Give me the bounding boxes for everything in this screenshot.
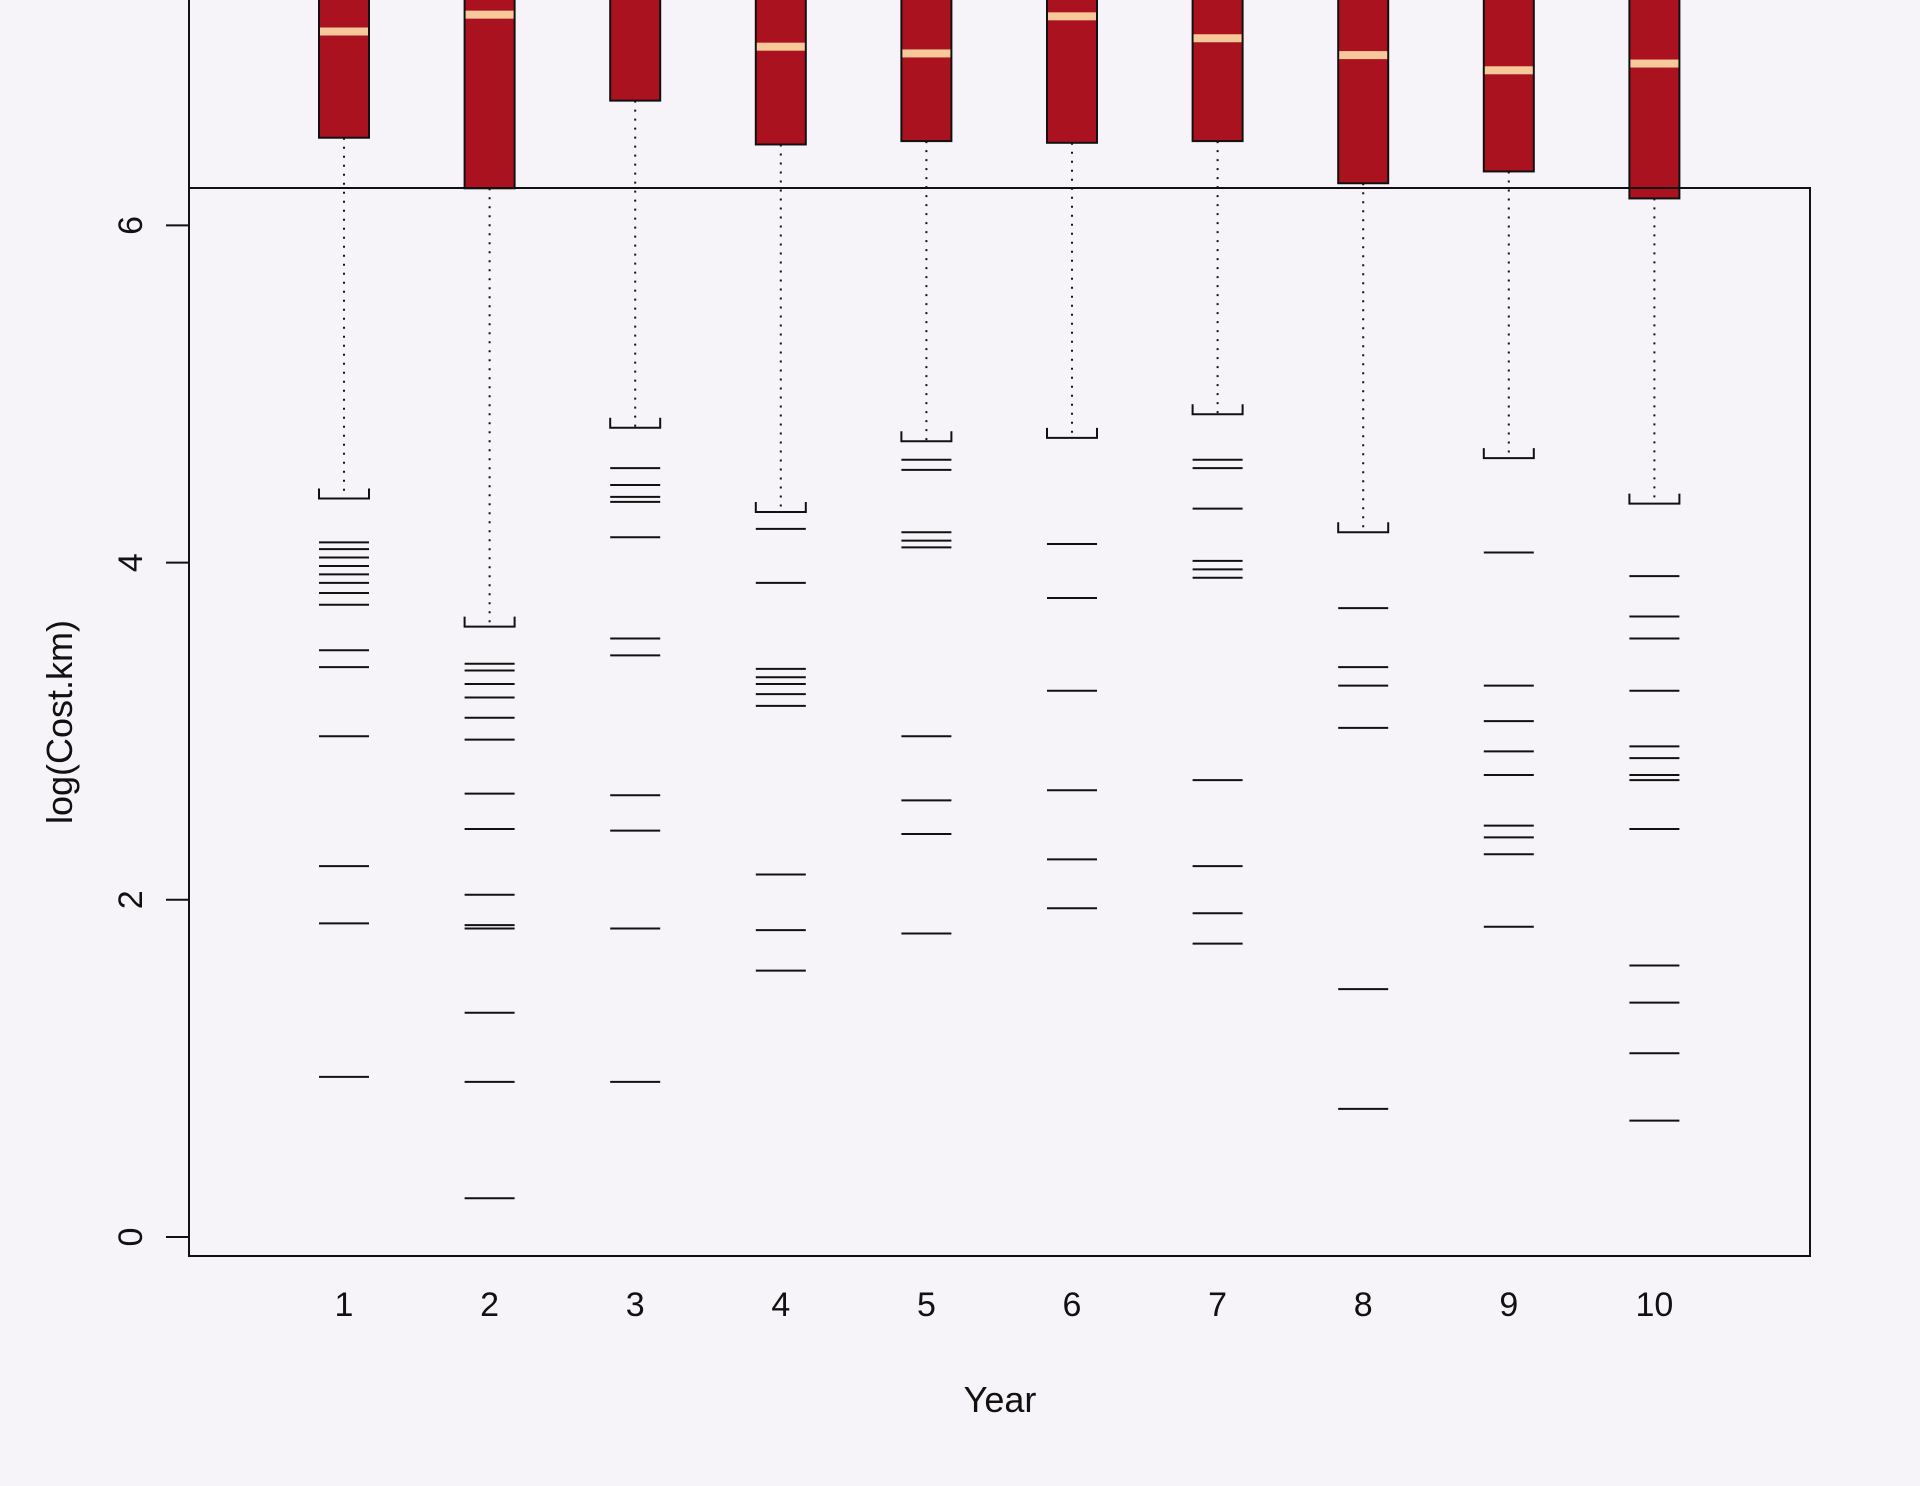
x-tick-label: 7 [1208,1286,1227,1324]
x-axis: 1 2 3 4 5 6 7 8 9 10 [335,1286,1674,1324]
median-line [1630,59,1679,68]
lower-whisker-cap [1628,493,1681,505]
lower-whisker-cap [1337,522,1390,534]
iqr-box [318,0,370,139]
median-line [1048,12,1096,21]
box-group-year-1 [318,0,370,1078]
median-line [756,42,805,51]
x-tick-label: 9 [1499,1286,1518,1324]
iqr-box [1046,0,1098,144]
iqr-box [463,0,516,190]
lower-whisker-cap [754,502,807,514]
box-group-year-9 [1482,0,1535,928]
median-line [1339,51,1388,60]
y-tick-label: 6 [112,216,150,235]
plot-marks [318,0,1681,1200]
median-line [465,10,514,19]
lower-whisker-cap [609,417,662,429]
y-tick-label: 2 [112,890,150,909]
median-line [1193,34,1242,43]
median-line [1484,66,1533,75]
x-tick-label: 3 [626,1286,645,1324]
lower-whisker-cap [318,488,370,500]
lower-whisker-cap [1191,404,1244,416]
x-tick-label: 5 [917,1286,936,1324]
x-tick-label: 8 [1354,1286,1373,1324]
y-axis-title: log(Cost.km) [39,620,80,824]
iqr-box [754,0,807,146]
iqr-box [900,0,953,143]
x-tick-label: 6 [1063,1286,1082,1324]
median-line [902,49,951,58]
box-group-year-5 [900,0,953,935]
lower-whisker-cap [463,616,516,628]
lower-whisker-cap [900,431,953,443]
x-tick-label: 1 [335,1286,354,1324]
iqr-box [1482,0,1535,173]
x-axis-title: Year [964,1379,1037,1420]
y-tick-label: 0 [112,1228,150,1247]
iqr-box [1191,0,1244,143]
iqr-box [1628,0,1681,200]
lower-whisker-cap [1482,448,1535,460]
median-line [320,27,368,36]
x-tick-label: 2 [480,1286,499,1324]
box-group-year-3 [609,0,662,1083]
box-group-year-4 [754,0,807,972]
iqr-box [1337,0,1390,185]
iqr-box [609,0,662,102]
y-tick-label: 4 [112,553,150,572]
box-group-year-7 [1191,0,1244,945]
lower-whisker-cap [1046,427,1098,439]
x-tick-label: 4 [771,1286,790,1324]
box-group-year-6 [1046,0,1098,910]
box-group-year-2 [463,0,516,1200]
box-group-year-10 [1628,0,1681,1122]
box-group-year-8 [1337,0,1390,1110]
y-axis: 024681012 [112,0,190,1247]
x-tick-label: 10 [1635,1286,1673,1324]
